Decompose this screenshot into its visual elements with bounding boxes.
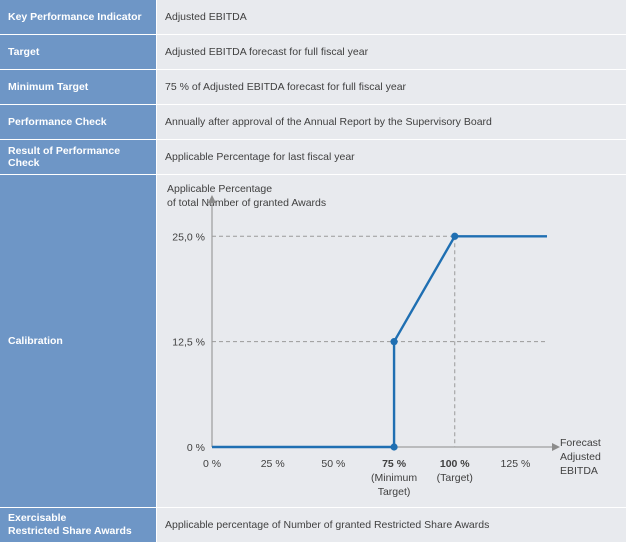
- row-value: Applicable Percentage for last fiscal ye…: [157, 140, 626, 174]
- calibration-row: Calibration Applicable Percentage of tot…: [0, 175, 626, 508]
- y-axis-label-line2: of total Number of granted Awards: [167, 197, 326, 209]
- data-point-marker: [451, 232, 459, 240]
- x-axis-label-line2: Adjusted: [560, 451, 601, 463]
- table-row: Minimum Target 75 % of Adjusted EBITDA f…: [0, 70, 626, 105]
- table-row: Key Performance Indicator Adjusted EBITD…: [0, 0, 626, 35]
- y-axis-arrow: [208, 195, 216, 203]
- y-tick-label: 12,5 %: [172, 337, 205, 349]
- row-label: Exercisable Restricted Share Awards: [0, 508, 157, 542]
- y-tick-label: 25,0 %: [172, 231, 205, 243]
- x-tick-note: (Target): [437, 472, 473, 484]
- x-axis-arrow: [552, 443, 560, 451]
- row-label: Target: [0, 35, 157, 69]
- row-label: Result of Performance Check: [0, 140, 157, 174]
- row-value: Adjusted EBITDA: [157, 0, 626, 34]
- row-label-line2: Restricted Share Awards: [8, 525, 132, 537]
- data-point-marker: [390, 443, 398, 451]
- chart-plot-area: 0 % 12,5 % 25,0 % 0 % 25 % 50 % 75 % (Minimum Ta…: [172, 195, 560, 498]
- row-value: Applicable percentage of Number of grant…: [157, 508, 626, 542]
- row-value: Annually after approval of the Annual Re…: [157, 105, 626, 139]
- x-tick-label: 0 %: [203, 458, 221, 470]
- x-tick-label: 50 %: [321, 458, 345, 470]
- table-row: Result of Performance Check Applicable P…: [0, 140, 626, 175]
- row-label: Performance Check: [0, 105, 157, 139]
- calibration-chart-cell: Applicable Percentage of total Number of…: [157, 175, 626, 507]
- table-row: Exercisable Restricted Share Awards Appl…: [0, 508, 626, 543]
- x-tick-label: 25 %: [261, 458, 285, 470]
- data-point-marker: [390, 338, 398, 346]
- x-tick-label: 125 %: [501, 458, 531, 470]
- table-row: Target Adjusted EBITDA forecast for full…: [0, 35, 626, 70]
- x-tick-label: 100 %: [440, 458, 470, 470]
- x-tick-note: Target): [378, 486, 411, 498]
- table-row: Performance Check Annually after approva…: [0, 105, 626, 140]
- x-axis-label-line3: EBITDA: [560, 465, 598, 477]
- x-axis-label-line1: Forecast: [560, 437, 601, 449]
- row-value: Adjusted EBITDA forecast for full fiscal…: [157, 35, 626, 69]
- x-tick-note: (Minimum: [371, 472, 417, 484]
- row-label: Minimum Target: [0, 70, 157, 104]
- calibration-label: Calibration: [0, 175, 157, 507]
- x-tick-label: 75 %: [382, 458, 407, 470]
- calibration-chart: Applicable Percentage of total Number of…: [167, 183, 601, 498]
- row-label: Key Performance Indicator: [0, 0, 157, 34]
- y-tick-label: 0 %: [187, 442, 205, 454]
- row-value: 75 % of Adjusted EBITDA forecast for ful…: [157, 70, 626, 104]
- y-axis-label-line1: Applicable Percentage: [167, 183, 272, 195]
- row-label-line1: Exercisable: [8, 512, 67, 524]
